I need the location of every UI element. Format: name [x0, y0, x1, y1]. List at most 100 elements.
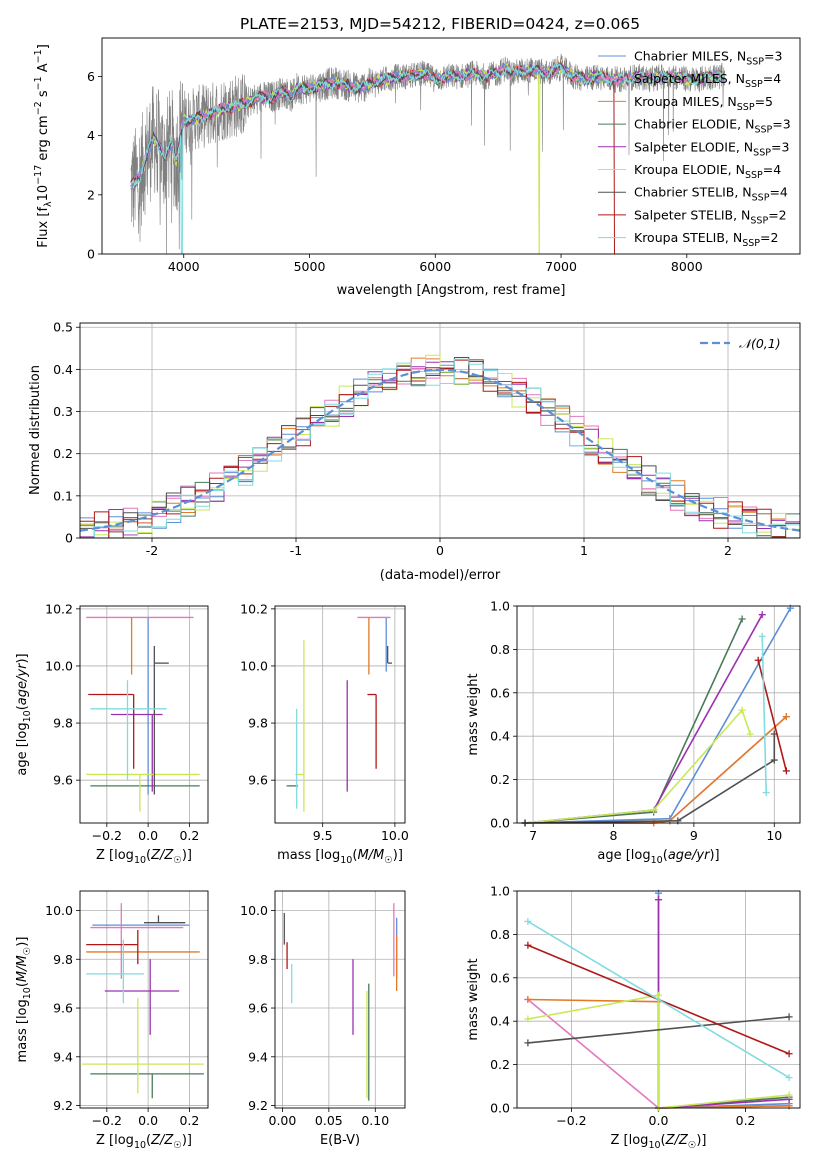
- w-age-marker-chabrier_stelib: [770, 756, 778, 764]
- w-z-ytick-label: 0.0: [490, 1101, 510, 1116]
- mass-ebv-xtick-label: 0.00: [269, 1113, 297, 1128]
- mass-z-data: [82, 903, 204, 1099]
- hist-xtick-label: 1: [580, 543, 588, 558]
- age-z-frame: [79, 605, 209, 824]
- mass-ebv-frame: [274, 890, 406, 1109]
- w-z-marker-kroupa_elodie: [655, 991, 662, 999]
- hist-steps-chabrier_stelib: [80, 357, 800, 537]
- w-age-ytick-label: 0.4: [490, 729, 510, 744]
- legend-label-kroupa_miles: Kroupa MILES, NSSP=5: [634, 94, 773, 113]
- mass-ebv-xtick-label: 0.05: [315, 1113, 343, 1128]
- mass-ebv-ytick-label: 9.4: [248, 1049, 268, 1064]
- model-spectrum-chabrier_stelib: [130, 60, 725, 183]
- w-z-ytick-label: 0.6: [490, 970, 510, 985]
- hist-ytick-label: 0.4: [53, 362, 73, 377]
- w-z-marker-kroupa_elodie: [524, 1015, 532, 1023]
- model-spectrum-kroupa_stelib: [130, 62, 725, 254]
- w-age-xtick-label: 10: [766, 828, 782, 843]
- w-z-ytick-label: 0.2: [490, 1057, 510, 1072]
- mass-z-ytick-label: 9.4: [53, 1049, 73, 1064]
- w-age-ylabel: mass weight: [466, 673, 481, 755]
- spectrum-xtick-label: 7000: [545, 259, 577, 274]
- legend-label-chabrier_stelib: Chabrier STELIB, NSSP=4: [634, 185, 788, 204]
- mass-ebv-xlabel: E(B-V): [320, 1133, 360, 1148]
- mass-z-ytick-label: 9.6: [53, 1001, 73, 1016]
- w-age-ytick-label: 1.0: [490, 599, 510, 614]
- age-vs-metallicity-panel: −0.2 0.0 0.2 9.6 9.8 10.0 10.2 Z [log10(Z/Z☉)] a…: [15, 601, 209, 866]
- mass-z-xlabel: Z [log10(Z/Z☉)]: [96, 1133, 192, 1151]
- mass-ebv-ytick-label: 9.2: [248, 1098, 268, 1113]
- w-age-xlabel: age [log10(age/yr)]: [597, 848, 719, 866]
- mass-vs-metallicity-panel: −0.2 0.0 0.2 9.2 9.4 9.6 9.8 10.0 Z [log10(Z/Z☉)…: [15, 890, 209, 1151]
- age-mass-ytick-label: 10.2: [240, 601, 268, 616]
- legend-label-chabrier_elodie: Chabrier ELODIE, NSSP=3: [634, 117, 791, 136]
- spectrum-ytick-label: 0: [87, 247, 95, 262]
- legend-label-salpeter_elodie: Salpeter ELODIE, NSSP=3: [634, 139, 789, 158]
- hist-xtick-label: -2: [146, 543, 158, 558]
- age-z-xtick-label: 0.2: [179, 828, 199, 843]
- w-age-marker-salpeter_stelib: [754, 656, 762, 664]
- mass-ebv-xtick-label: 0.10: [361, 1113, 389, 1128]
- w-z-marker-kroupa_stelib: [524, 917, 532, 925]
- mass-z-frame: [79, 890, 209, 1109]
- w-age-xtick-label: 7: [529, 828, 537, 843]
- w-z-frame: [516, 890, 801, 1109]
- age-mass-frame: [274, 605, 406, 824]
- w-age-marker-kroupa_stelib: [762, 789, 770, 797]
- mass-z-xtick-label: 0.0: [138, 1113, 158, 1128]
- weight-vs-age-panel: 7 8 9 10 0.0 0.2 0.4 0.6 0.8 1.0 age [log10(age/yr…: [466, 599, 801, 866]
- w-z-xtick-label: 0.0: [649, 1113, 669, 1128]
- w-age-marker-salpeter_elodie: [758, 611, 766, 619]
- w-age-ytick-label: 0.6: [490, 685, 510, 700]
- legend-label-salpeter_stelib: Salpeter STELIB, NSSP=2: [634, 207, 787, 226]
- w-z-ylabel: mass weight: [466, 958, 481, 1040]
- model-spectrum-kroupa_elodie: [130, 61, 725, 254]
- hist-xtick-label: -1: [290, 543, 302, 558]
- age-mass-xtick-label: 10.0: [381, 828, 409, 843]
- w-age-xtick-label: 9: [690, 828, 698, 843]
- w-z-marker-salpeter_stelib: [524, 941, 532, 949]
- spectrum-xtick-label: 5000: [294, 259, 326, 274]
- spectrum-frame: [101, 37, 801, 255]
- mass-ebv-ytick-label: 10.0: [240, 903, 268, 918]
- age-mass-xlabel: mass [log10(M/M☉)]: [277, 848, 403, 866]
- hist-ytick-label: 0: [65, 531, 73, 546]
- w-age-ytick-label: 0.2: [490, 772, 510, 787]
- hist-ytick-label: 0.1: [53, 488, 73, 503]
- w-age-line-chabrier_stelib: [524, 734, 776, 824]
- hist-frame: [79, 322, 801, 539]
- w-z-line-kroupa_elodie: [527, 994, 790, 1109]
- age-z-ytick-label: 9.6: [53, 773, 73, 788]
- w-age-line-kroupa_stelib: [761, 636, 767, 793]
- spectrum-ylabel: Flux [fλ10−17 erg cm−2 s−1 A−1]: [33, 44, 54, 248]
- age-z-ytick-label: 10.0: [45, 658, 73, 673]
- w-z-marker-chabrier_stelib: [785, 1013, 793, 1021]
- mass-z-xtick-label: −0.2: [92, 1113, 122, 1128]
- hist-xlabel: (data-model)/error: [380, 568, 501, 583]
- w-z-marker-kroupa_elodie: [785, 1091, 793, 1099]
- spectrum-legend: Chabrier MILES, NSSP=3 Salpeter MILES, NS…: [598, 49, 791, 249]
- w-z-line-chabrier_stelib: [527, 1016, 790, 1044]
- w-age-marker-salpeter_stelib: [782, 767, 790, 775]
- w-z-marker-kroupa_stelib: [785, 1074, 793, 1082]
- age-vs-mass-panel: 9.5 10.0 9.6 9.8 10.0 10.2 mass [log10(M/M☉)]: [240, 601, 409, 866]
- legend-label-salpeter_miles: Salpeter MILES, NSSP=4: [634, 71, 781, 90]
- mass-z-xtick-label: 0.2: [179, 1113, 199, 1128]
- age-z-ylabel: age [log10(age/yr)]: [15, 653, 33, 775]
- w-age-frame: [516, 605, 801, 824]
- spectrum-panel: 4000 5000 6000 7000 8000 0 2 4 6 wavelength [Angs…: [33, 37, 801, 298]
- w-age-marker-kroupa_stelib: [758, 632, 766, 640]
- age-z-xtick-label: −0.2: [92, 828, 122, 843]
- hist-ytick-label: 0.3: [53, 404, 73, 419]
- figure-title: PLATE=2153, MJD=54212, FIBERID=0424, z=0…: [240, 15, 640, 33]
- spectrum-xtick-label: 8000: [671, 259, 703, 274]
- mass-vs-reddening-panel: 0.00 0.05 0.10 9.2 9.4 9.6 9.8 10.0 E(B-V): [240, 890, 406, 1148]
- w-age-xtick-label: 8: [610, 828, 618, 843]
- w-age-marker-kroupa_elodie: [738, 706, 746, 714]
- hist-xtick-label: 0: [436, 543, 444, 558]
- w-age-marker-chabrier_elodie: [738, 615, 746, 623]
- mass-z-ylabel: mass [log10(M/M☉)]: [15, 937, 33, 1063]
- hist-steps-kroupa_elodie: [80, 354, 800, 537]
